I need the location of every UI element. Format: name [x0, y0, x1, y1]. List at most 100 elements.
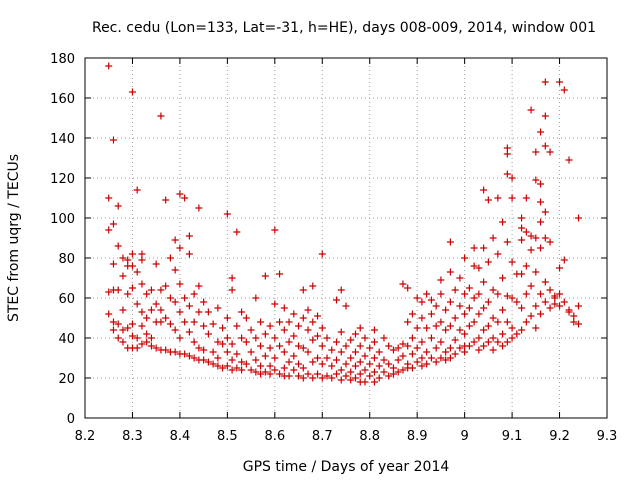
data-point [508, 294, 516, 302]
data-point [437, 290, 445, 298]
data-point [475, 264, 483, 272]
data-point [285, 372, 293, 380]
data-point [318, 342, 326, 350]
data-point [271, 300, 279, 308]
data-point [323, 334, 331, 342]
data-point [551, 292, 559, 300]
data-point [200, 298, 208, 306]
data-point [370, 368, 378, 376]
data-point [556, 78, 564, 86]
data-point [522, 262, 530, 270]
data-point [461, 310, 469, 318]
data-point [404, 318, 412, 326]
data-point [219, 364, 227, 372]
data-point [304, 370, 312, 378]
data-point [499, 342, 507, 350]
data-point [541, 278, 549, 286]
data-point [522, 318, 530, 326]
data-point [176, 308, 184, 316]
data-point [105, 194, 113, 202]
data-point [166, 294, 174, 302]
data-point [119, 326, 127, 334]
data-point [499, 218, 507, 226]
data-point [508, 194, 516, 202]
data-point [418, 338, 426, 346]
data-point [152, 344, 160, 352]
data-point [432, 344, 440, 352]
data-point [143, 338, 151, 346]
data-point [105, 62, 113, 70]
data-point [328, 362, 336, 370]
data-point [105, 226, 113, 234]
data-point [451, 314, 459, 322]
data-point [214, 354, 222, 362]
data-point [276, 318, 284, 326]
plot-frame [84, 57, 608, 419]
data-point [181, 350, 189, 358]
data-point [185, 232, 193, 240]
data-point [570, 318, 578, 326]
data-point [257, 342, 265, 350]
data-point [437, 276, 445, 284]
data-point [494, 318, 502, 326]
data-point [461, 348, 469, 356]
data-point [252, 334, 260, 342]
data-point [337, 286, 345, 294]
data-point [399, 366, 407, 374]
data-point [157, 112, 165, 120]
data-point [238, 358, 246, 366]
data-point [456, 274, 464, 282]
data-point [489, 346, 497, 354]
data-point [432, 322, 440, 330]
data-point [375, 362, 383, 370]
data-point [575, 214, 583, 222]
data-point [157, 286, 165, 294]
data-point [427, 334, 435, 342]
data-point [162, 196, 170, 204]
data-point [342, 302, 350, 310]
data-point [185, 352, 193, 360]
data-point [219, 324, 227, 332]
data-point [185, 250, 193, 258]
data-point [394, 368, 402, 376]
data-point [560, 256, 568, 264]
data-point [233, 350, 241, 358]
data-point [114, 242, 122, 250]
data-point [200, 322, 208, 330]
data-point [285, 358, 293, 366]
data-point [484, 338, 492, 346]
data-point [413, 344, 421, 352]
data-point [489, 234, 497, 242]
data-point [271, 354, 279, 362]
data-point [228, 340, 236, 348]
data-point [508, 334, 516, 342]
data-point [451, 350, 459, 358]
data-point [257, 318, 265, 326]
chart-title: Rec. cedu (Lon=133, Lat=-31, h=HE), days… [92, 20, 596, 36]
data-point [171, 298, 179, 306]
data-point [480, 244, 488, 252]
data-point [556, 290, 564, 298]
data-point [238, 308, 246, 316]
data-point [228, 366, 236, 374]
data-point [295, 360, 303, 368]
data-point [484, 196, 492, 204]
data-point [480, 326, 488, 334]
data-point [171, 326, 179, 334]
data-point [190, 318, 198, 326]
data-point [337, 376, 345, 384]
data-point [133, 300, 141, 308]
data-point [181, 194, 189, 202]
x-tick-label: 9.1 [502, 429, 523, 444]
data-point [494, 338, 502, 346]
data-point [418, 354, 426, 362]
data-point [185, 328, 193, 336]
x-tick-label: 9.2 [549, 429, 570, 444]
data-point [470, 318, 478, 326]
data-point [546, 286, 554, 294]
data-point [204, 330, 212, 338]
data-point [247, 348, 255, 356]
data-point [366, 360, 374, 368]
data-point [503, 292, 511, 300]
data-point [532, 176, 540, 184]
